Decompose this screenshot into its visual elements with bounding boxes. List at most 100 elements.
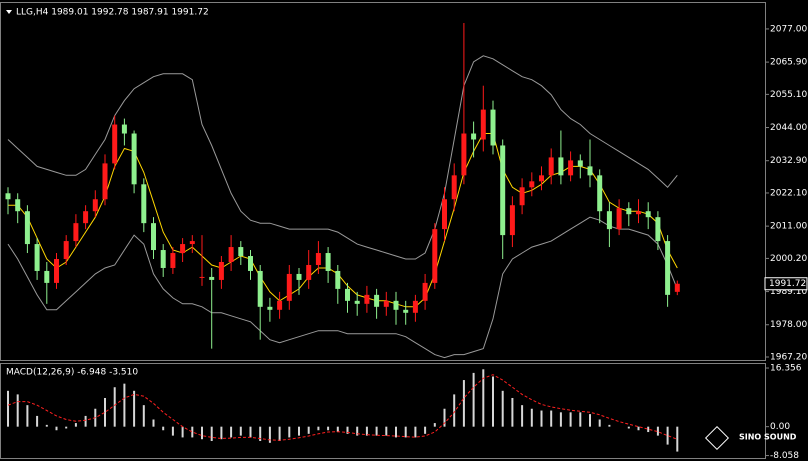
candle-body: [54, 259, 59, 283]
candle-body: [383, 300, 389, 307]
candle-body: [15, 199, 21, 212]
macd-bar: [627, 426, 630, 429]
macd-bar: [123, 383, 126, 427]
candle-body: [238, 247, 244, 257]
candle-body: [34, 244, 40, 271]
macd-bar: [55, 426, 58, 431]
candle-body: [73, 223, 79, 242]
macd-bar: [201, 426, 203, 440]
macd-bar: [26, 405, 29, 427]
y-tick-label: -8.058: [770, 451, 799, 461]
candle-body: [121, 124, 127, 134]
candle-body: [209, 276, 215, 280]
candle-body: [345, 288, 350, 301]
candle-body: [24, 211, 30, 245]
macd-bar: [133, 390, 136, 427]
candle-body: [374, 294, 380, 307]
macd-bar: [676, 426, 679, 452]
candle-body: [548, 157, 554, 176]
logo-icon: [704, 425, 730, 451]
y-tick-label: 2011.00: [770, 222, 807, 232]
y-tick-label: 2022.10: [770, 188, 807, 198]
candle-body: [422, 282, 428, 301]
macd-bar: [559, 412, 562, 427]
candle-body: [286, 273, 292, 301]
chart-title: LLG,H4 1989.01 1992.78 1987.91 1991.72: [16, 8, 209, 18]
macd-bar: [171, 426, 174, 436]
candle-body: [393, 300, 399, 310]
macd-bar: [579, 412, 582, 427]
macd-bar: [259, 426, 262, 442]
macd-bar: [307, 426, 310, 434]
candle-body: [92, 199, 98, 212]
candle-body: [306, 264, 312, 280]
macd-bar: [298, 426, 300, 436]
macd-bar: [336, 426, 339, 433]
macd-bar: [385, 426, 388, 436]
candle-body: [267, 306, 273, 310]
candle-body: [248, 256, 253, 271]
macd-bar: [647, 426, 650, 433]
y-tick-label: 2000.20: [770, 254, 807, 264]
candle-body: [160, 250, 166, 268]
macd-bar: [230, 426, 233, 438]
candle-body: [141, 184, 147, 224]
macd-bar: [45, 424, 48, 427]
logo-text: SINO SOUND: [739, 433, 797, 442]
macd-bar: [7, 390, 9, 427]
y-tick-label: 1967.20: [770, 353, 807, 363]
macd-bar: [268, 426, 271, 443]
candle-body: [616, 208, 622, 230]
macd-bar: [521, 405, 524, 427]
macd-bar: [220, 426, 223, 440]
macd-bar: [530, 408, 533, 427]
candle-body: [636, 211, 641, 215]
macd-bar: [569, 412, 572, 427]
y-tick-label: 2044.00: [770, 123, 807, 133]
candle-body: [626, 208, 632, 215]
candle-body: [354, 300, 360, 304]
macd-bar: [550, 410, 553, 427]
macd-bar: [433, 423, 436, 427]
macd-bar: [501, 390, 504, 427]
macd-bar: [113, 387, 116, 427]
y-tick-label: 1989.10: [770, 287, 807, 297]
y-tick-label: 2055.10: [770, 90, 807, 100]
candle-body: [451, 175, 457, 200]
macd-title: MACD(12,26,9) -6.948 -3.510: [6, 368, 138, 378]
macd-bar: [142, 405, 145, 427]
macd-bar: [210, 426, 213, 442]
candle-body: [519, 187, 525, 206]
macd-bar: [365, 426, 368, 436]
candle-body: [315, 253, 321, 265]
current-price-box: [764, 277, 808, 291]
indicator-line: [8, 133, 678, 308]
candle-body: [442, 199, 447, 230]
macd-bar: [317, 426, 320, 431]
macd-bar: [65, 426, 68, 429]
current-price-label: 1991.72: [769, 279, 806, 289]
macd-bar: [511, 397, 514, 427]
candle-body: [655, 217, 661, 242]
candle-body: [597, 175, 603, 212]
macd-bar: [666, 426, 669, 445]
candle-body: [170, 253, 176, 268]
macd-bar: [181, 426, 184, 438]
candle-body: [199, 276, 205, 278]
candle-body: [529, 181, 535, 188]
candle-body: [112, 124, 118, 164]
macd-bar: [36, 415, 39, 427]
macd-bar: [608, 424, 611, 427]
candle-body: [151, 223, 156, 251]
candle-body: [432, 229, 438, 283]
candle-body: [509, 205, 515, 236]
macd-bar: [249, 426, 252, 438]
y-tick-label: 2032.90: [770, 156, 807, 166]
candle-body: [102, 163, 108, 200]
candle-body: [606, 211, 612, 230]
candle-body: [412, 300, 418, 313]
price-panel-frame: [0, 2, 766, 361]
candle-body: [257, 270, 263, 307]
macd-bar: [540, 410, 543, 427]
